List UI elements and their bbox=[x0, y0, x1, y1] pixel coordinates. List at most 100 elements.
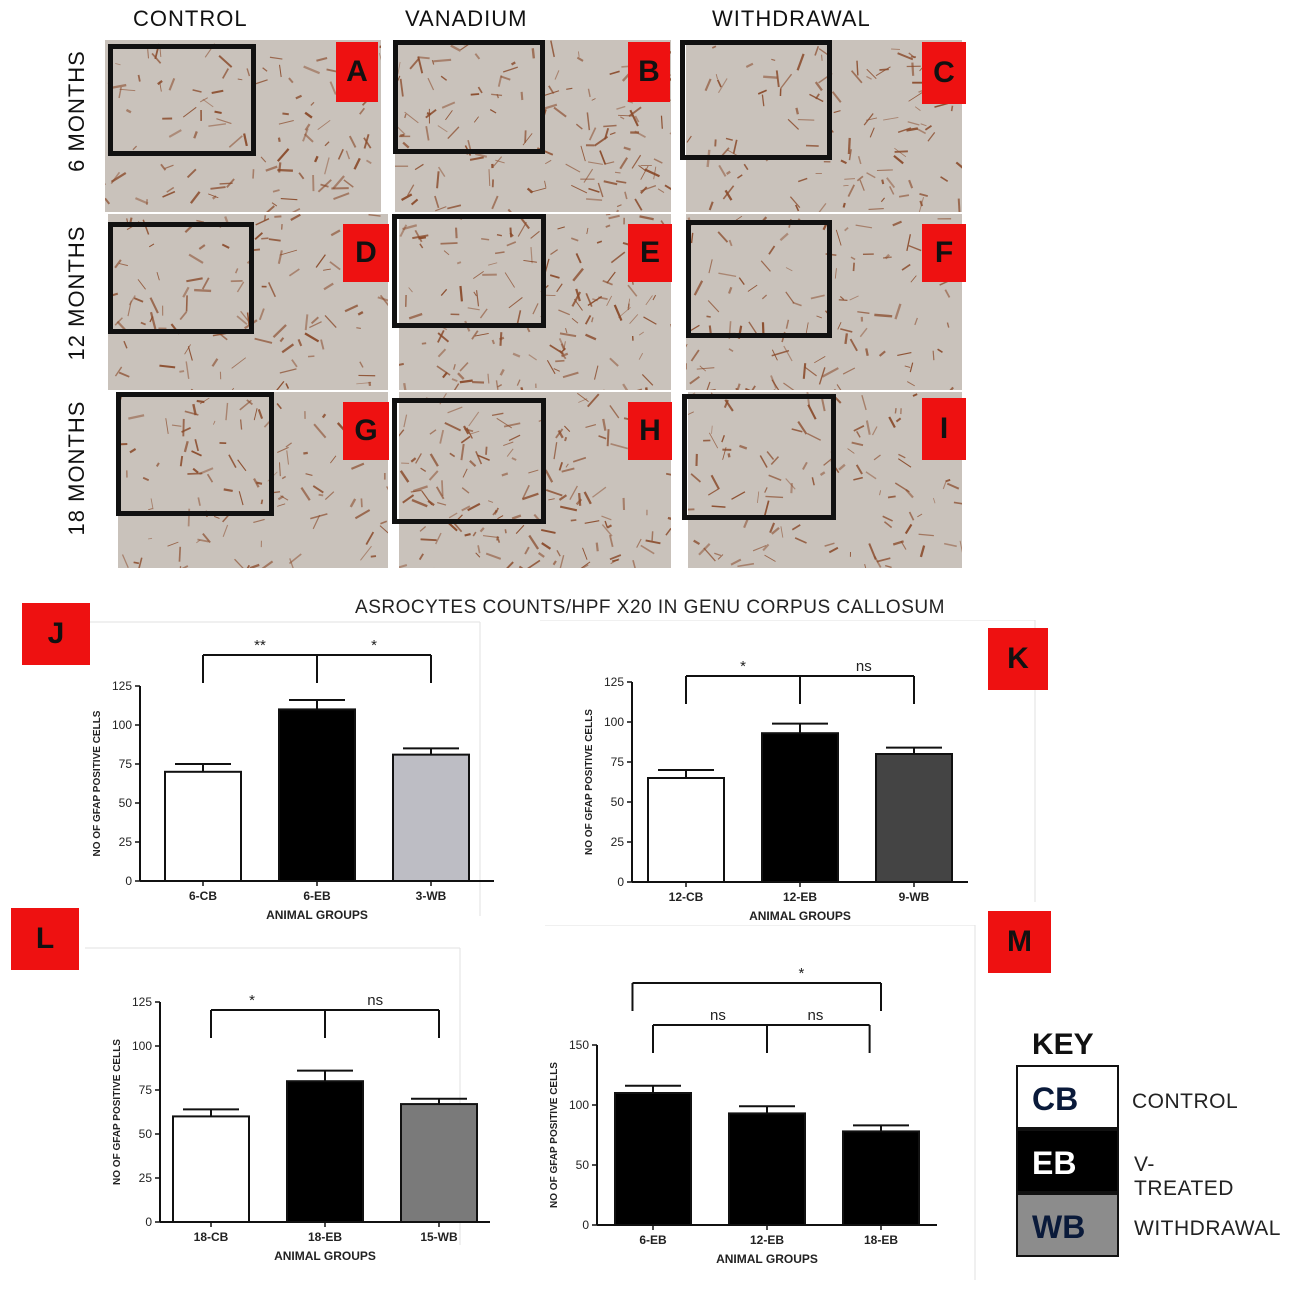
column-header-vanadium: VANADIUM bbox=[405, 6, 528, 31]
x-tick-label: 3-WB bbox=[416, 889, 447, 903]
chart-panel-l: 0 25 50 75 100 125 NO OF GFAP POSITIVE CELLS 18… bbox=[85, 947, 490, 1263]
key-swatch-cb: CB bbox=[1016, 1065, 1119, 1129]
micrograph-panel-a bbox=[105, 40, 381, 212]
y-tick-label: 75 bbox=[139, 1083, 153, 1097]
panel-label-i: I bbox=[922, 398, 966, 460]
column-header-control: CONTROL bbox=[133, 6, 248, 31]
x-tick-label: 6-EB bbox=[303, 889, 331, 903]
micrograph-panel-b bbox=[395, 40, 671, 212]
chart-panel-j: 0 25 50 75 100 125 NO OF GFAP POSITIVE CELLS 6-… bbox=[60, 621, 494, 922]
magnified-inset-box bbox=[108, 44, 256, 156]
bar-6-eb bbox=[278, 708, 356, 883]
stained-fibres bbox=[399, 214, 671, 390]
y-tick-label: 100 bbox=[132, 1039, 152, 1053]
y-tick-label: 125 bbox=[132, 995, 152, 1009]
y-tick-label: 50 bbox=[576, 1158, 590, 1172]
significance-label: ns bbox=[856, 658, 872, 675]
significance-label: * bbox=[371, 637, 377, 654]
magnified-inset-box bbox=[392, 214, 546, 328]
chart-panel-k: 0 25 50 75 100 125 NO OF GFAP POSITIVE CELLS 12… bbox=[540, 620, 1036, 923]
magnified-inset-box bbox=[682, 394, 836, 520]
x-tick-label: 15-WB bbox=[420, 1230, 458, 1244]
y-axis-label: NO OF GFAP POSITIVE CELLS bbox=[112, 1039, 123, 1185]
y-tick-label: 125 bbox=[112, 679, 132, 693]
panel-label-g: G bbox=[343, 402, 389, 460]
panel-label-h: H bbox=[628, 402, 672, 460]
key-swatch-wb: WB bbox=[1016, 1193, 1119, 1257]
y-tick-label: 125 bbox=[604, 675, 624, 689]
y-tick-label: 0 bbox=[617, 875, 624, 889]
y-tick-label: 150 bbox=[569, 1038, 589, 1052]
micrograph-panel-i bbox=[688, 392, 962, 568]
magnified-inset-box bbox=[393, 40, 545, 154]
y-tick-label: 0 bbox=[145, 1215, 152, 1229]
y-tick-label: 25 bbox=[139, 1171, 153, 1185]
significance-label: ns bbox=[367, 992, 383, 1009]
significance-label: ** bbox=[254, 637, 266, 654]
micrograph-panel-h bbox=[399, 392, 671, 568]
magnified-inset-box bbox=[108, 222, 254, 334]
magnified-inset-box bbox=[686, 220, 832, 338]
bar-12-eb bbox=[761, 732, 839, 883]
row-header-6-months: 6 MONTHS bbox=[64, 50, 89, 172]
y-tick-label: 50 bbox=[611, 795, 625, 809]
bar-6-cb bbox=[164, 770, 242, 882]
y-tick-label: 25 bbox=[611, 835, 625, 849]
x-tick-label: 6-CB bbox=[189, 889, 217, 903]
panel-label-j: J bbox=[22, 603, 90, 665]
key-title: KEY bbox=[1032, 1028, 1094, 1061]
bar-15-wb bbox=[400, 1103, 478, 1223]
y-tick-label: 0 bbox=[582, 1218, 589, 1232]
bar-18-eb bbox=[286, 1080, 364, 1223]
bar-3-wb bbox=[392, 753, 470, 882]
bar-12-cb bbox=[647, 777, 725, 883]
x-axis-label: ANIMAL GROUPS bbox=[749, 909, 851, 923]
figure-title: ASROCYTES COUNTS/HPF X20 IN GENU CORPUS … bbox=[355, 597, 945, 618]
x-tick-label: 6-EB bbox=[639, 1233, 667, 1247]
y-axis-label: NO OF GFAP POSITIVE CELLS bbox=[92, 710, 103, 856]
x-tick-label: 18-EB bbox=[864, 1233, 898, 1247]
bar-6-eb bbox=[614, 1092, 692, 1226]
panel-label-m: M bbox=[988, 911, 1051, 973]
x-axis-label: ANIMAL GROUPS bbox=[274, 1249, 376, 1263]
y-axis-label: NO OF GFAP POSITIVE CELLS bbox=[549, 1062, 560, 1208]
panel-label-f: F bbox=[922, 224, 966, 282]
x-tick-label: 12-EB bbox=[750, 1233, 784, 1247]
bar-12-eb bbox=[728, 1112, 806, 1226]
key-swatch-eb: EB bbox=[1016, 1129, 1119, 1193]
row-header-18-months: 18 MONTHS bbox=[64, 400, 89, 536]
x-tick-label: 18-CB bbox=[194, 1230, 229, 1244]
key-label-v-treated: V-TREATED bbox=[1134, 1153, 1234, 1200]
bar-18-eb bbox=[842, 1130, 920, 1226]
chart-panel-m: 0 50 100 150 NO OF GFAP POSITIVE CELLS 6-EB 12… bbox=[545, 925, 976, 1280]
panel-label-e: E bbox=[628, 224, 672, 282]
panel-label-a: A bbox=[336, 42, 378, 102]
row-header-12-months: 12 MONTHS bbox=[64, 225, 89, 361]
panel-label-k: K bbox=[988, 628, 1048, 690]
y-tick-label: 50 bbox=[119, 796, 133, 810]
significance-label: * bbox=[799, 965, 805, 982]
key-label-control: CONTROL bbox=[1132, 1090, 1239, 1113]
y-tick-label: 75 bbox=[119, 757, 133, 771]
micrograph-panel-e bbox=[399, 214, 671, 390]
y-tick-label: 50 bbox=[139, 1127, 153, 1141]
panel-label-c: C bbox=[922, 42, 966, 104]
column-header-withdrawal: WITHDRAWAL bbox=[712, 6, 871, 31]
magnified-inset-box bbox=[116, 392, 274, 516]
y-tick-label: 0 bbox=[125, 874, 132, 888]
panel-label-d: D bbox=[343, 224, 389, 282]
magnified-inset-box bbox=[680, 40, 832, 160]
x-tick-label: 18-EB bbox=[308, 1230, 342, 1244]
y-tick-label: 75 bbox=[611, 755, 625, 769]
x-tick-label: 12-CB bbox=[669, 890, 704, 904]
stained-fibres bbox=[395, 40, 671, 212]
panel-label-l: L bbox=[11, 908, 79, 970]
significance-label: ns bbox=[808, 1007, 824, 1024]
y-tick-label: 100 bbox=[112, 718, 132, 732]
x-tick-label: 12-EB bbox=[783, 890, 817, 904]
x-tick-label: 9-WB bbox=[899, 890, 930, 904]
significance-label: * bbox=[740, 658, 746, 675]
bar-18-cb bbox=[172, 1115, 250, 1223]
y-axis-label: NO OF GFAP POSITIVE CELLS bbox=[584, 709, 595, 855]
key-label-withdrawal: WITHDRAWAL bbox=[1134, 1217, 1281, 1240]
